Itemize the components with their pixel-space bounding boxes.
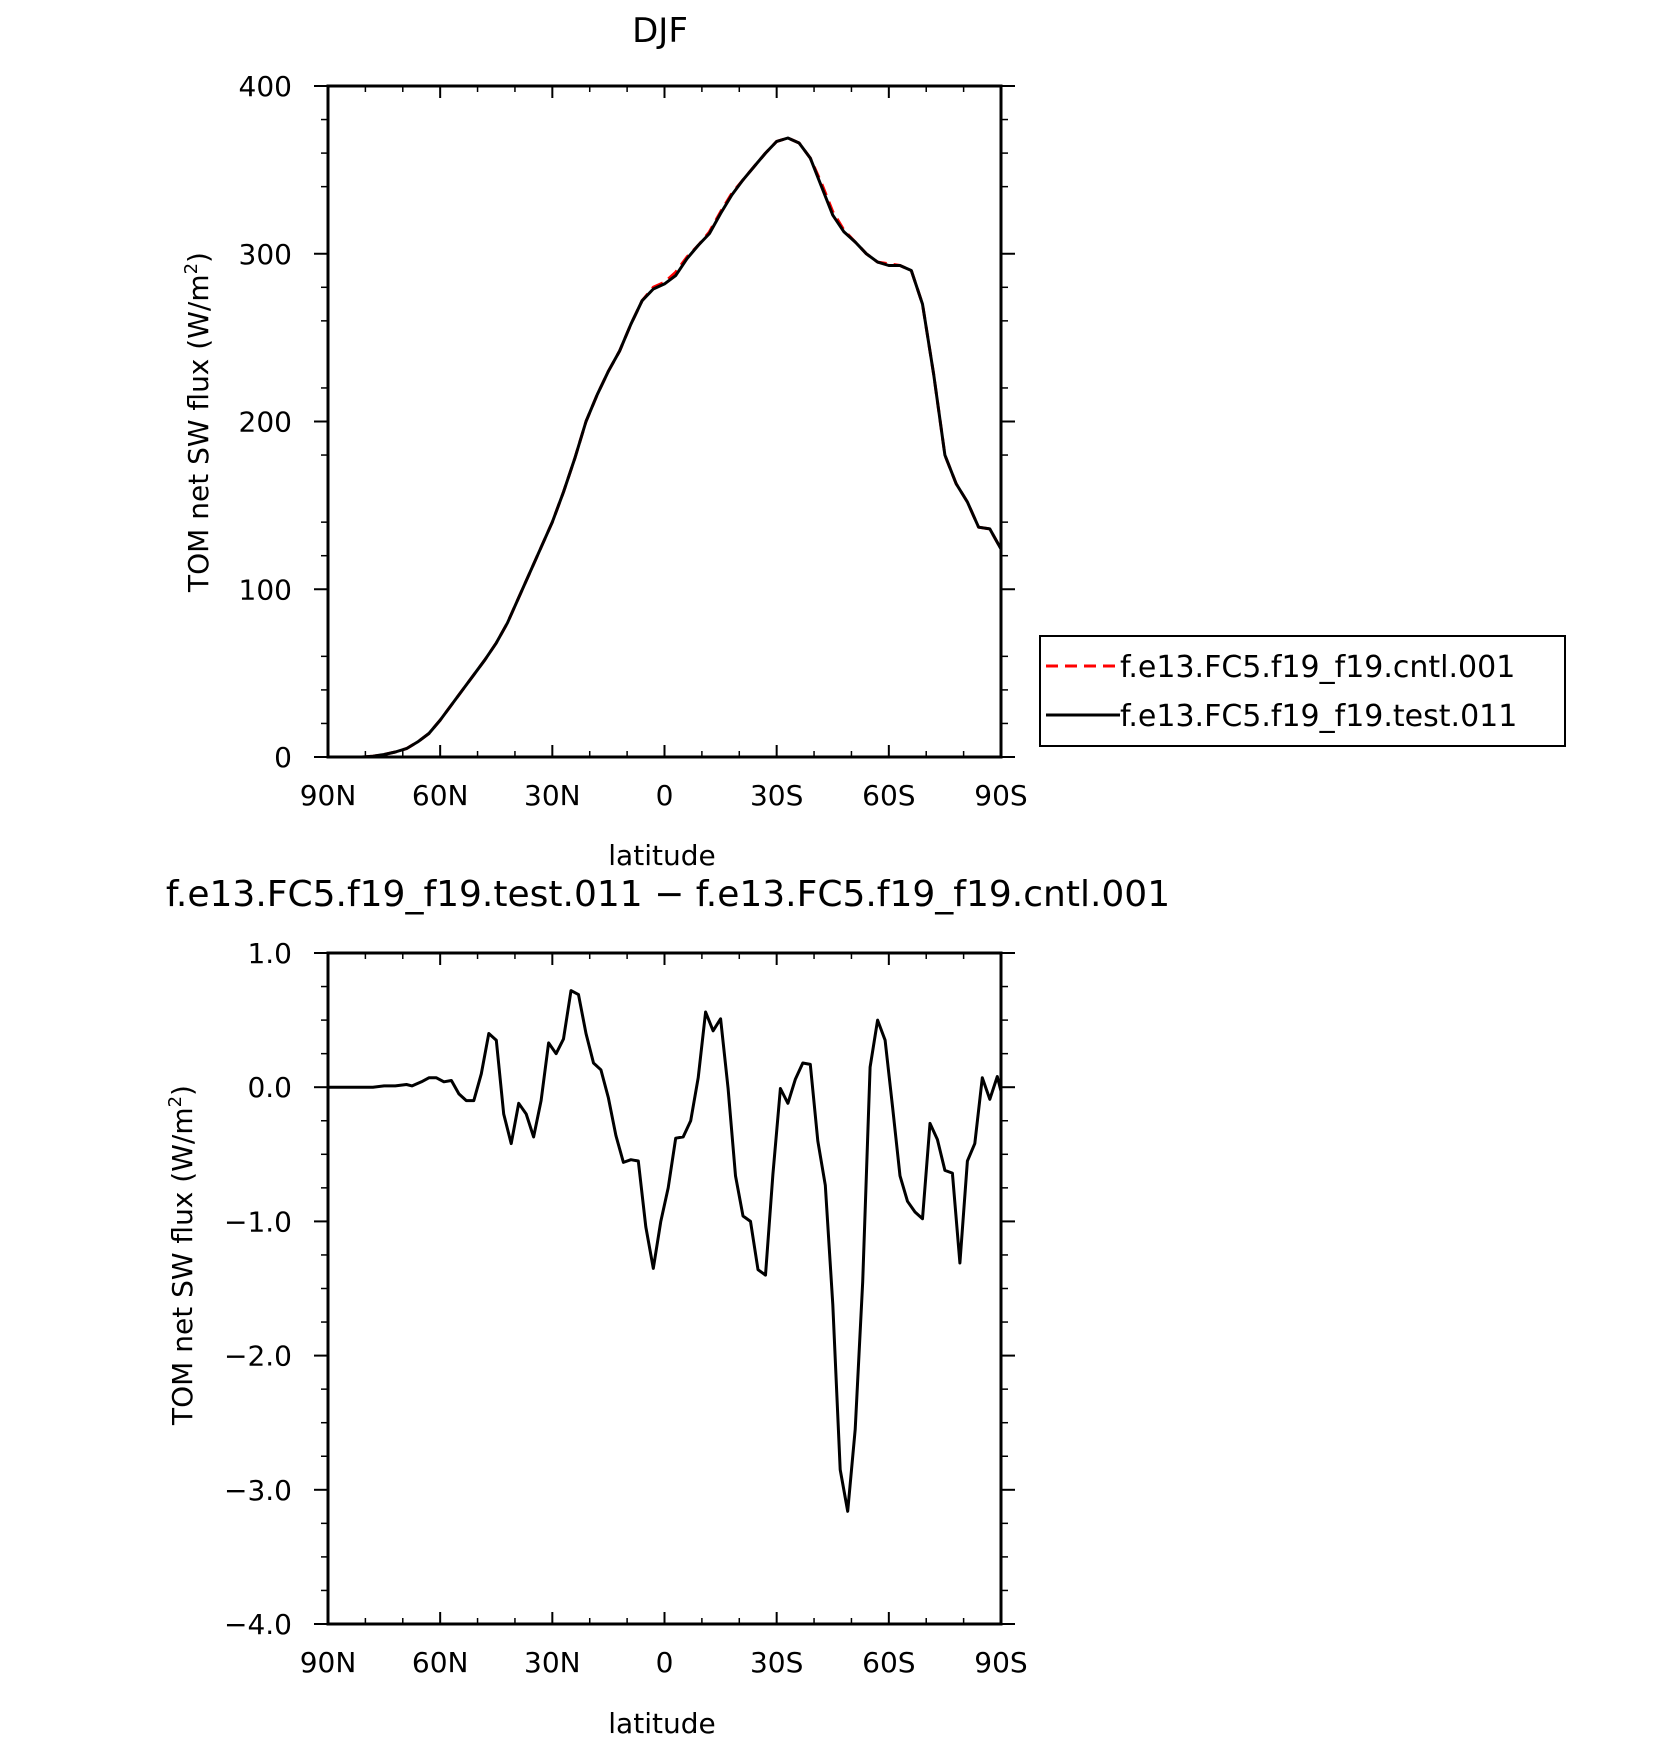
bottom-series-line-0 <box>328 989 1001 1513</box>
bottom-y-tick-label: −4.0 <box>224 1608 292 1641</box>
legend-label-cntl: f.e13.FC5.f19_f19.cntl.001 <box>1120 650 1515 685</box>
top-x-tick-label: 60S <box>862 779 915 812</box>
top-series-line-0 <box>328 136 1001 757</box>
top-plot-frame <box>326 84 1003 759</box>
top-y-tick-label: 100 <box>239 573 292 606</box>
bottom-x-axis-label: latitude <box>608 1707 715 1740</box>
top-y-axis-label-sup: 2 <box>181 263 202 274</box>
top-chart-marks: 90N 60N 30N 0 30S 60S 90S 0 100 200 300 400 <box>239 70 1028 812</box>
legend-box <box>1039 635 1566 747</box>
bottom-x-tick-label: 30S <box>750 1646 803 1679</box>
top-x-tick-label: 60N <box>412 779 469 812</box>
bottom-chart-marks: 90N 60N 30N 0 30S 60S 90S 1.0 0.0 −1.0 −2.0 −3.0 −4.… <box>224 937 1028 1679</box>
bottom-y-tick-label: −3.0 <box>224 1474 292 1507</box>
bottom-x-tick-label: 90S <box>974 1646 1027 1679</box>
bottom-x-tick-label: 90N <box>300 1646 357 1679</box>
top-panel: DJF 90N 60N 30N 0 30S 60S 90S 0 100 200 300 400 lat… <box>181 11 1028 872</box>
bottom-x-tick-label: 30N <box>524 1646 581 1679</box>
top-y-tick-label: 200 <box>239 406 292 439</box>
bottom-y-axis-label-main: TOM net SW flux (W/m <box>166 1107 199 1426</box>
top-title: DJF <box>632 11 688 51</box>
bottom-x-tick-label: 60N <box>412 1646 469 1679</box>
legend: f.e13.FC5.f19_f19.cntl.001 f.e13.FC5.f19… <box>1039 635 1566 747</box>
top-y-tick-label: 300 <box>239 238 292 271</box>
bottom-y-axis-label: TOM net SW flux (W/m2) <box>165 1085 199 1426</box>
top-x-tick-label: 30N <box>524 779 581 812</box>
bottom-y-tick-label: 1.0 <box>247 937 292 970</box>
bottom-title: f.e13.FC5.f19_f19.test.011 − f.e13.FC5.f… <box>166 874 1170 915</box>
bottom-y-axis-label-sup: 2 <box>165 1096 186 1107</box>
bottom-y-tick-label: −1.0 <box>224 1205 292 1238</box>
bottom-x-tick-label: 60S <box>862 1646 915 1679</box>
bottom-plot-frame <box>326 951 1003 1626</box>
top-y-tick-label: 0 <box>274 741 292 774</box>
top-y-tick-label: 400 <box>239 70 292 103</box>
top-y-axis-label-close: ) <box>182 252 215 263</box>
top-x-tick-label: 30S <box>750 779 803 812</box>
bottom-y-tick-label: 0.0 <box>247 1071 292 1104</box>
top-x-axis-label: latitude <box>608 839 715 872</box>
bottom-y-tick-label: −2.0 <box>224 1340 292 1373</box>
top-x-tick-label: 90N <box>300 779 357 812</box>
top-x-tick-label: 0 <box>656 779 674 812</box>
bottom-x-tick-label: 0 <box>656 1646 674 1679</box>
top-y-axis-label-main: TOM net SW flux (W/m <box>182 274 215 593</box>
top-y-axis-label: TOM net SW flux (W/m2) <box>181 252 215 593</box>
top-x-tick-label: 90S <box>974 779 1027 812</box>
bottom-y-axis-label-close: ) <box>166 1085 199 1096</box>
legend-label-test: f.e13.FC5.f19_f19.test.011 <box>1120 699 1517 734</box>
bottom-panel: f.e13.FC5.f19_f19.test.011 − f.e13.FC5.f… <box>165 874 1170 1740</box>
top-series-line-1 <box>328 136 1001 757</box>
